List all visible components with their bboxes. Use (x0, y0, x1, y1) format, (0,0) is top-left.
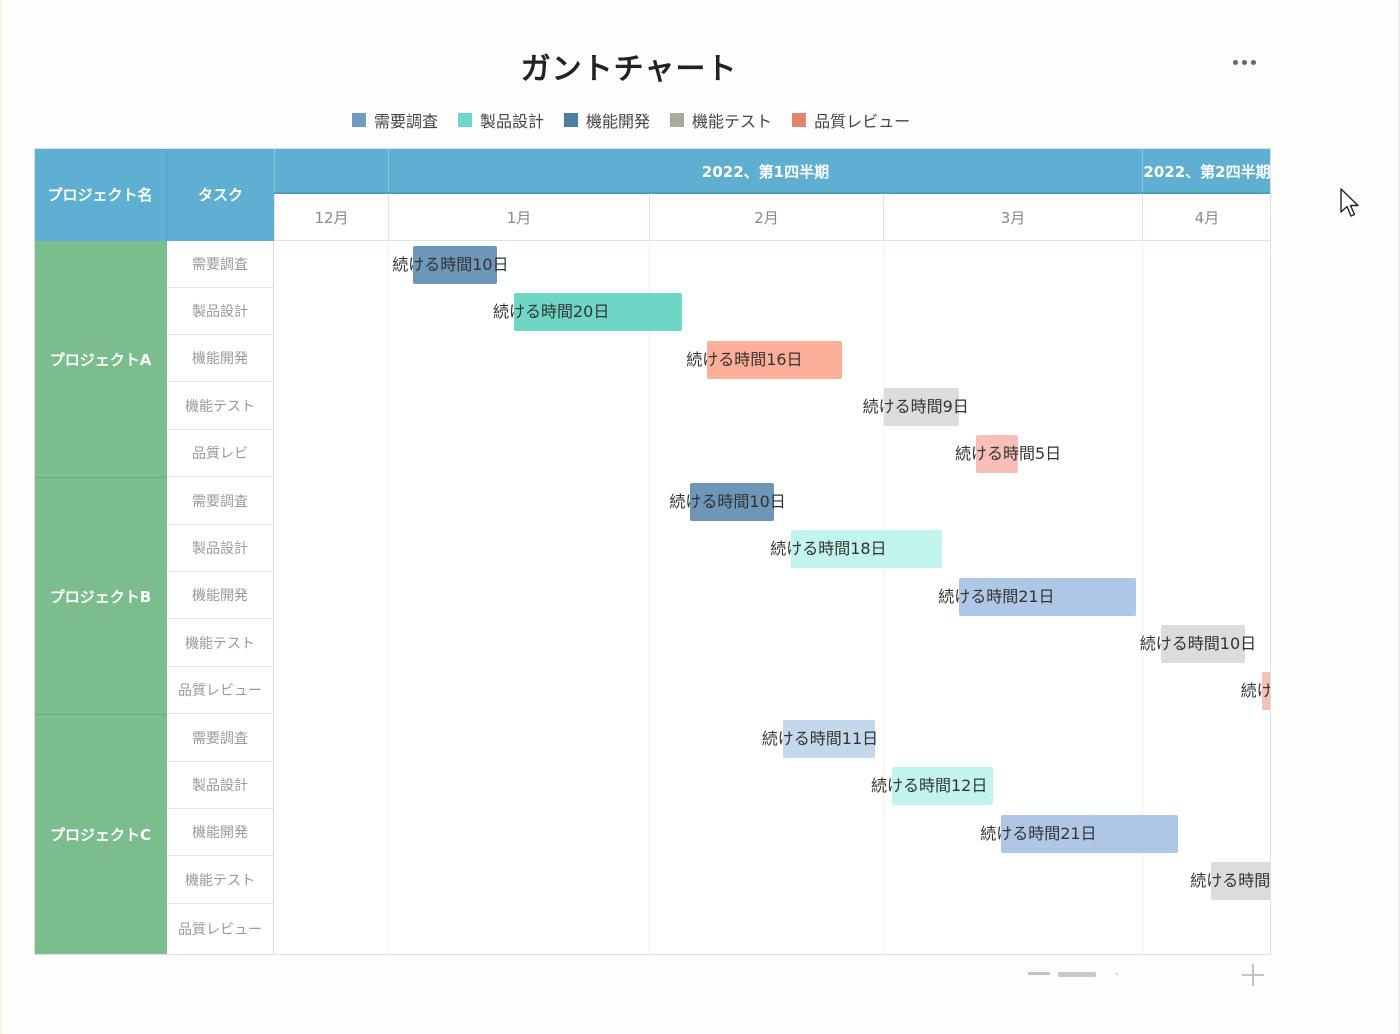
quarter-divider (274, 192, 1271, 194)
task-cell: 機能開発 (167, 809, 274, 856)
month-header-jan: 1月 (388, 194, 649, 241)
dot-icon (1241, 59, 1247, 65)
legend-item-quality-review[interactable]: 品質レビュー (792, 108, 910, 132)
legend-item-feature-test[interactable]: 機能テスト (670, 108, 772, 132)
task-cell: 需要調査 (167, 715, 274, 762)
zoom-out-icon[interactable] (1028, 972, 1050, 975)
gantt-bar[interactable] (892, 767, 993, 806)
task-cell: 品質レビュー (167, 667, 274, 714)
zoom-track-dot (1116, 973, 1118, 975)
month-header-dec: 12月 (274, 194, 388, 241)
task-cell: 機能テスト (167, 383, 274, 430)
zoom-in-icon[interactable] (1242, 964, 1264, 986)
gantt-bar[interactable] (883, 387, 960, 426)
legend-swatch (670, 113, 685, 127)
frame-edge (0, 0, 2, 1034)
quarter-header-blank (274, 148, 388, 194)
quarter-header-q2: 2022、第2四半期 (1142, 148, 1271, 194)
month-gridline (883, 241, 884, 955)
task-cell: 製品設計 (167, 762, 274, 809)
gantt-bar[interactable] (1261, 672, 1271, 711)
legend-swatch (458, 113, 473, 127)
task-cell: 製品設計 (167, 288, 274, 335)
project-column-header: プロジェクト名 (34, 148, 167, 241)
month-gridline (388, 241, 389, 955)
dot-icon (1250, 59, 1256, 65)
month-gridline (1142, 241, 1143, 955)
task-cell: 品質レビ (167, 430, 274, 477)
legend-item-product-design[interactable]: 製品設計 (458, 108, 544, 132)
month-header-feb: 2月 (649, 194, 883, 241)
legend-item-feature-dev[interactable]: 機能開発 (564, 108, 650, 132)
legend-item-demand-research[interactable]: 需要調査 (352, 108, 438, 132)
legend-swatch (792, 113, 807, 127)
zoom-slider[interactable] (1058, 972, 1096, 977)
gantt-bar[interactable] (1001, 814, 1178, 853)
legend-swatch (564, 113, 579, 127)
legend-label: 需要調査 (374, 112, 439, 131)
gantt-chart: プロジェクト名 タスク 2022、第1四半期 2022、第2四半期 12月 1月… (34, 148, 1271, 955)
chart-title: ガントチャート (520, 52, 738, 87)
more-options-icon[interactable] (1226, 50, 1262, 74)
project-cell-a: プロジェクトA (34, 241, 167, 478)
legend-label: 製品設計 (480, 112, 545, 131)
legend-label: 機能テスト (692, 112, 773, 131)
project-cell-c: プロジェクトC (34, 715, 167, 955)
legend: 需要調査 製品設計 機能開発 機能テスト 品質レビュー (352, 108, 930, 132)
gantt-bar[interactable] (782, 719, 876, 758)
legend-label: 品質レビュー (814, 112, 911, 131)
quarter-header-q1: 2022、第1四半期 (388, 148, 1142, 194)
task-cell: 機能開発 (167, 335, 274, 382)
gantt-bar[interactable] (690, 482, 775, 521)
gantt-bar[interactable] (791, 530, 943, 569)
gantt-bar[interactable] (413, 245, 498, 284)
dot-icon (1232, 59, 1238, 65)
gantt-bar[interactable] (959, 577, 1136, 616)
gantt-bar[interactable] (976, 435, 1018, 474)
gantt-bar[interactable] (514, 293, 682, 332)
task-column-header: タスク (167, 148, 274, 241)
month-header-mar: 3月 (883, 194, 1142, 241)
gantt-bar[interactable] (1211, 861, 1271, 900)
mouse-cursor-icon (1340, 188, 1359, 217)
task-cell: 機能テスト (167, 620, 274, 667)
month-gridline (649, 241, 650, 955)
project-cell-b: プロジェクトB (34, 478, 167, 715)
legend-swatch (352, 113, 366, 127)
task-cell: 品質レビュー (167, 904, 274, 955)
task-cell: 製品設計 (167, 525, 274, 572)
gantt-bar[interactable] (707, 340, 842, 379)
task-cell: 需要調査 (167, 478, 274, 525)
zoom-control (1028, 962, 1268, 986)
frame-edge (1398, 0, 1400, 1034)
task-cell: 機能テスト (167, 857, 274, 904)
legend-label: 機能開発 (586, 112, 651, 131)
task-cell: 需要調査 (167, 241, 274, 288)
month-header-apr: 4月 (1142, 194, 1271, 241)
gantt-bar[interactable] (1160, 624, 1245, 663)
task-cell: 機能開発 (167, 572, 274, 619)
